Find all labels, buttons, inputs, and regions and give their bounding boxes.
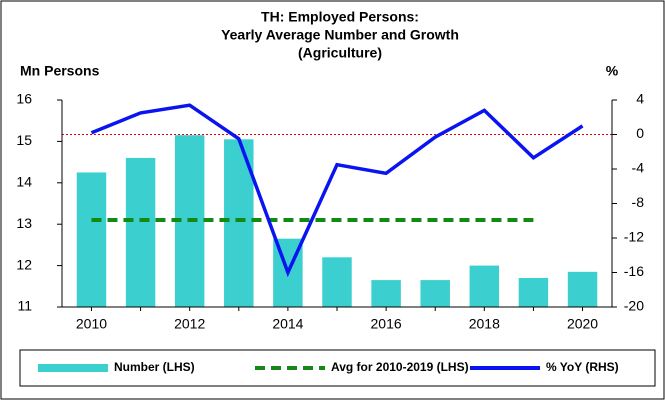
legend-label: % YoY (RHS) [546, 360, 619, 374]
bar [76, 172, 107, 307]
y-tick-label: 11 [17, 298, 32, 314]
legend-swatch [38, 364, 108, 372]
bar [420, 280, 450, 307]
y-tick-label: 15 [16, 132, 32, 148]
y2-axis-label: % [606, 63, 619, 79]
x-tick-label: 2012 [174, 316, 205, 332]
line [90, 103, 584, 278]
bar [322, 257, 352, 307]
y2-tick-label: -12 [624, 229, 644, 245]
bar [125, 157, 156, 307]
y2-tick-label: -8 [632, 194, 645, 210]
legend-label: Number (LHS) [114, 360, 195, 374]
y2-tick-label: -20 [624, 298, 644, 314]
y-tick-label: 16 [16, 91, 32, 107]
chart-title: (Agriculture) [298, 45, 382, 61]
bar [567, 271, 598, 307]
bar [518, 278, 549, 307]
y2-tick-label: -4 [632, 160, 645, 176]
y-axis-label: Mn Persons [20, 63, 100, 79]
x-tick-label: 2014 [272, 316, 303, 332]
chart-title: TH: Employed Persons: [261, 9, 419, 25]
y-tick-label: 12 [16, 256, 32, 272]
chart-title: Yearly Average Number and Growth [221, 27, 459, 43]
legend-label: Avg for 2010-2019 (LHS) [331, 360, 469, 374]
bar [371, 280, 401, 307]
y2-tick-label: 0 [636, 125, 644, 141]
legend-frame [19, 349, 656, 387]
y2-tick-label: 4 [636, 91, 644, 107]
x-tick-label: 2018 [469, 316, 500, 332]
x-tick-label: 2020 [567, 316, 598, 332]
y-tick-label: 13 [16, 215, 32, 231]
bar [469, 265, 500, 307]
x-tick-label: 2010 [76, 316, 107, 332]
y2-tick-label: -16 [624, 263, 644, 279]
y-tick-label: 14 [16, 174, 32, 190]
x-tick-label: 2016 [371, 316, 402, 332]
